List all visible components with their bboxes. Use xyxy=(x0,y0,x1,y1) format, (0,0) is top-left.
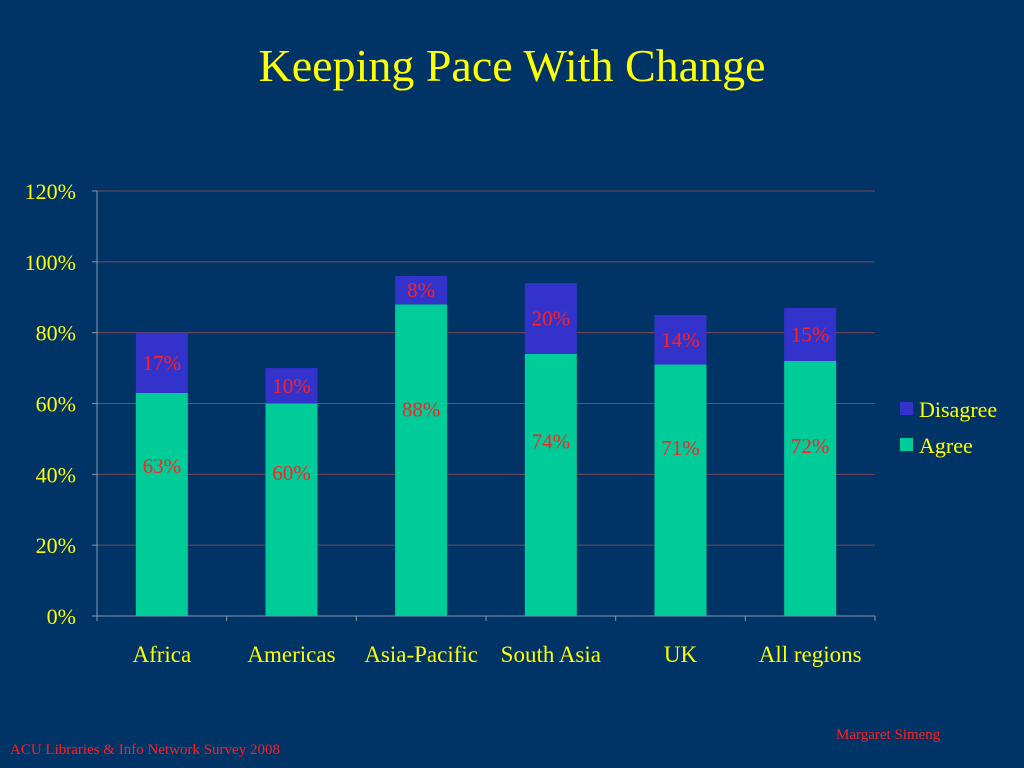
y-tick-label: 120% xyxy=(25,179,76,204)
x-tick-label: Americas xyxy=(247,642,335,667)
footer-source: ACU Libraries & Info Network Survey 2008 xyxy=(10,742,280,758)
data-label-disagree: 10% xyxy=(272,374,311,398)
bar-agree xyxy=(395,304,448,616)
page-title: Keeping Pace With Change xyxy=(258,40,766,91)
x-tick-label: Africa xyxy=(132,642,191,667)
data-label-disagree: 15% xyxy=(791,322,830,346)
data-label-agree: 71% xyxy=(661,436,700,460)
y-tick-label: 80% xyxy=(36,321,76,346)
bar-disagree xyxy=(135,332,188,393)
x-tick-label: South Asia xyxy=(501,642,601,667)
data-label-disagree: 20% xyxy=(532,307,571,331)
legend-label: Agree xyxy=(919,433,973,458)
x-tick-label: Asia-Pacific xyxy=(364,642,478,667)
data-label-agree: 74% xyxy=(532,429,571,453)
bar-agree xyxy=(784,361,837,616)
bar-disagree xyxy=(265,368,318,404)
bar-agree xyxy=(524,353,577,616)
footer-author: Margaret Simeng xyxy=(836,727,941,743)
gridlines xyxy=(97,190,875,546)
y-tick-label: 100% xyxy=(25,250,76,275)
data-label-agree: 88% xyxy=(402,398,441,422)
bar-disagree xyxy=(395,276,448,305)
x-tick-label: All regions xyxy=(759,642,862,667)
data-label-disagree: 17% xyxy=(143,351,182,375)
legend-swatch xyxy=(900,402,913,415)
data-label-disagree: 14% xyxy=(661,328,700,352)
bar-disagree xyxy=(654,314,707,365)
y-tick-label: 40% xyxy=(36,462,76,487)
data-label-disagree: 8% xyxy=(407,278,435,302)
bars xyxy=(135,276,837,616)
bar-disagree xyxy=(524,283,577,354)
data-label-agree: 60% xyxy=(272,461,311,485)
bar-agree xyxy=(265,403,318,616)
bar-agree xyxy=(135,392,188,616)
axes: 0% 20% 40% 60% 80% 100% 120% Africa Americas Asia… xyxy=(25,179,876,667)
x-tick-label: UK xyxy=(664,642,698,667)
bar-agree xyxy=(654,364,707,616)
y-tick-label: 60% xyxy=(36,392,76,417)
data-labels: 63% 17% 60% 10% 88% 8% 74% 20% 71% 14% 72% 15% xyxy=(143,278,830,485)
legend-label: Disagree xyxy=(919,397,997,422)
y-tick-label: 0% xyxy=(47,604,76,629)
legend-swatch xyxy=(900,438,913,451)
y-tick-label: 20% xyxy=(36,533,76,558)
legend: Disagree Agree xyxy=(900,397,997,458)
bar-disagree xyxy=(784,307,837,361)
data-label-agree: 63% xyxy=(143,454,182,478)
data-label-agree: 72% xyxy=(791,434,830,458)
